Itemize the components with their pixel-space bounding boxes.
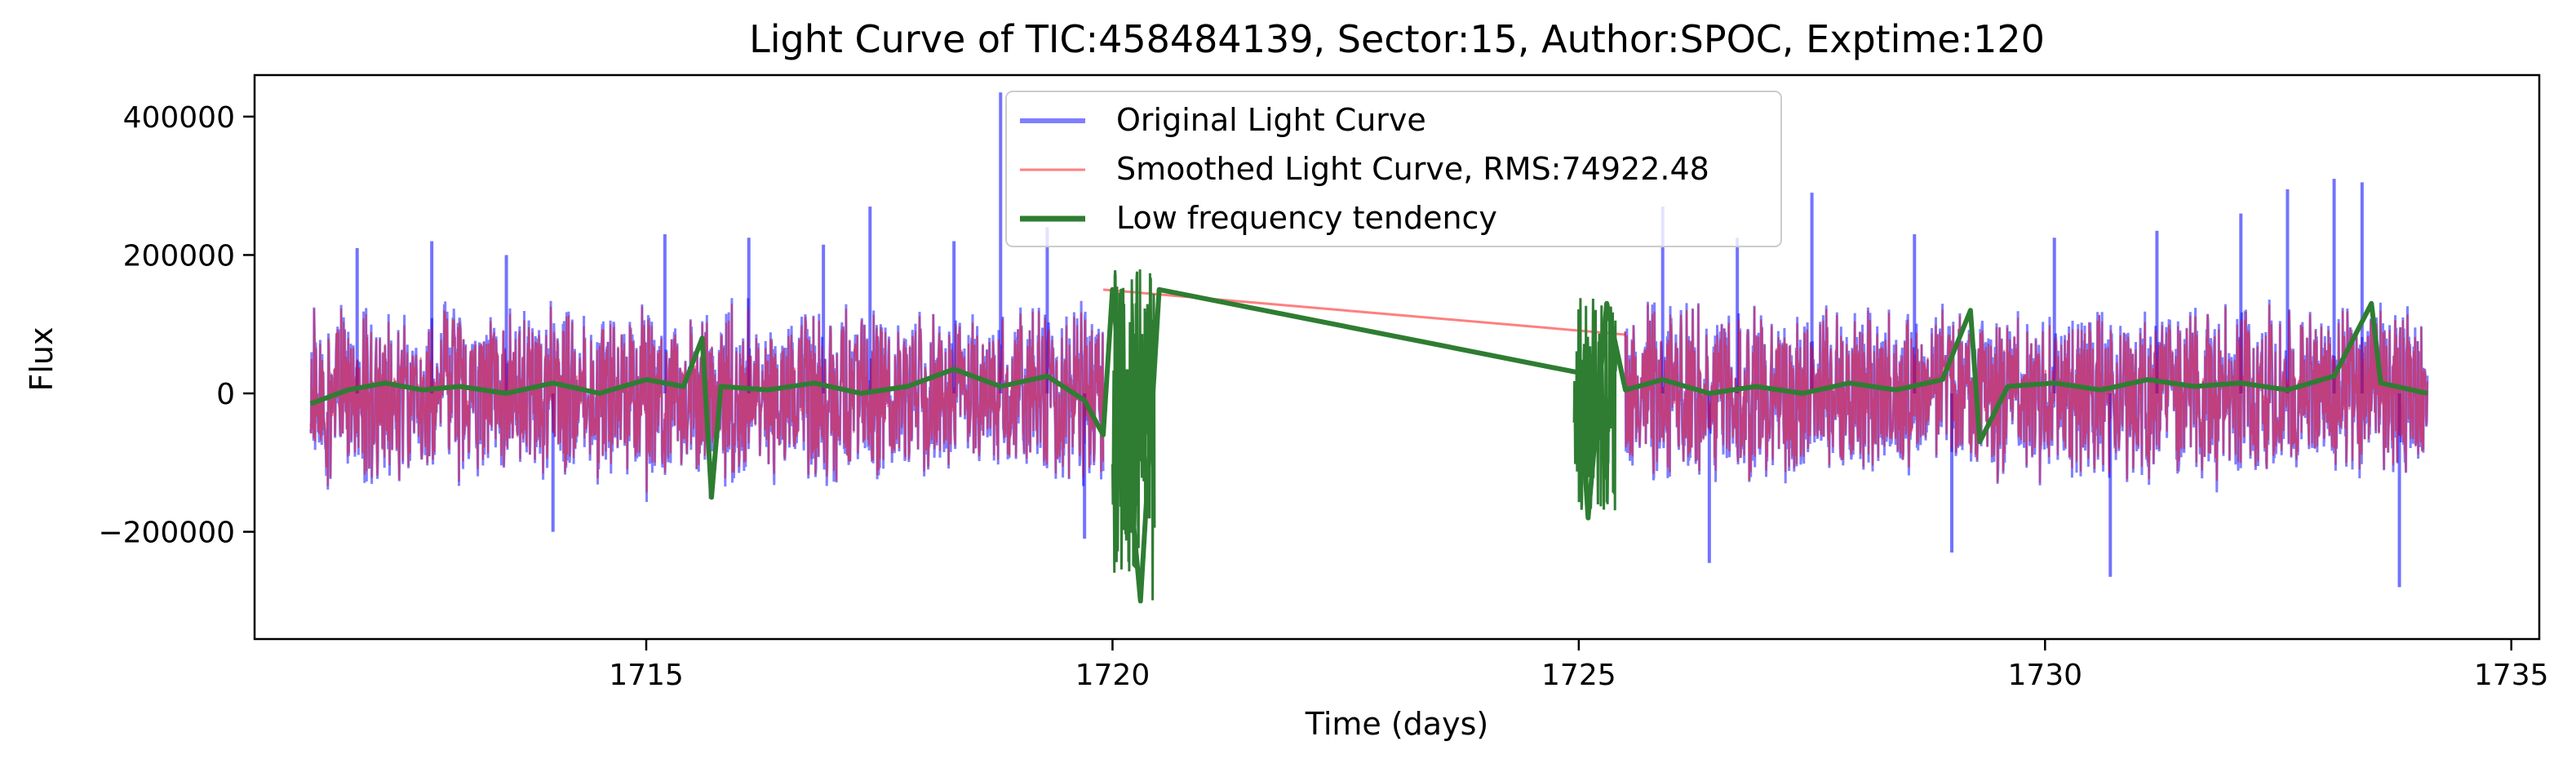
x-tick-label-3: 1730 (2007, 659, 2082, 692)
legend-box (1005, 91, 1782, 247)
series-smoothed-light-curve (309, 288, 2428, 493)
smoothed-curve-segment-0 (309, 304, 1104, 493)
x-tick-label-4: 1735 (2474, 659, 2549, 692)
legend-label-trend: Low frequency tendency (1116, 200, 1497, 236)
x-axis-label: Time (days) (1305, 706, 1488, 742)
series-low-frequency-tendency (309, 269, 2428, 604)
y-tick-label-2: 200000 (123, 239, 235, 273)
plot-area (309, 92, 2429, 604)
legend-label-original: Original Light Curve (1116, 102, 1426, 138)
y-tick-label-1: 0 (216, 378, 235, 411)
x-tick-label-1: 1720 (1075, 659, 1151, 692)
y-axis-ticks: −200000 0 200000 400000 (98, 101, 255, 550)
plot-frame (253, 73, 2541, 641)
y-tick-label-0: −200000 (98, 517, 235, 550)
trend-gap-noise-0 (1111, 269, 1156, 601)
x-axis-ticks: 1715 1720 1725 1730 1735 (609, 639, 2549, 692)
chart-title: Light Curve of TIC:458484139, Sector:15,… (749, 17, 2045, 61)
legend-label-smoothed: Smoothed Light Curve, RMS:74922.48 (1116, 151, 1709, 187)
x-tick-label-0: 1715 (609, 659, 684, 692)
trend-line (309, 286, 2428, 604)
x-tick-label-2: 1725 (1541, 659, 1616, 692)
y-axis-label: Flux (24, 327, 60, 392)
y-tick-label-3: 400000 (123, 101, 235, 135)
legend: Original Light Curve Smoothed Light Curv… (1005, 91, 1782, 247)
smoothed-curve-segment-1 (1625, 304, 2428, 483)
